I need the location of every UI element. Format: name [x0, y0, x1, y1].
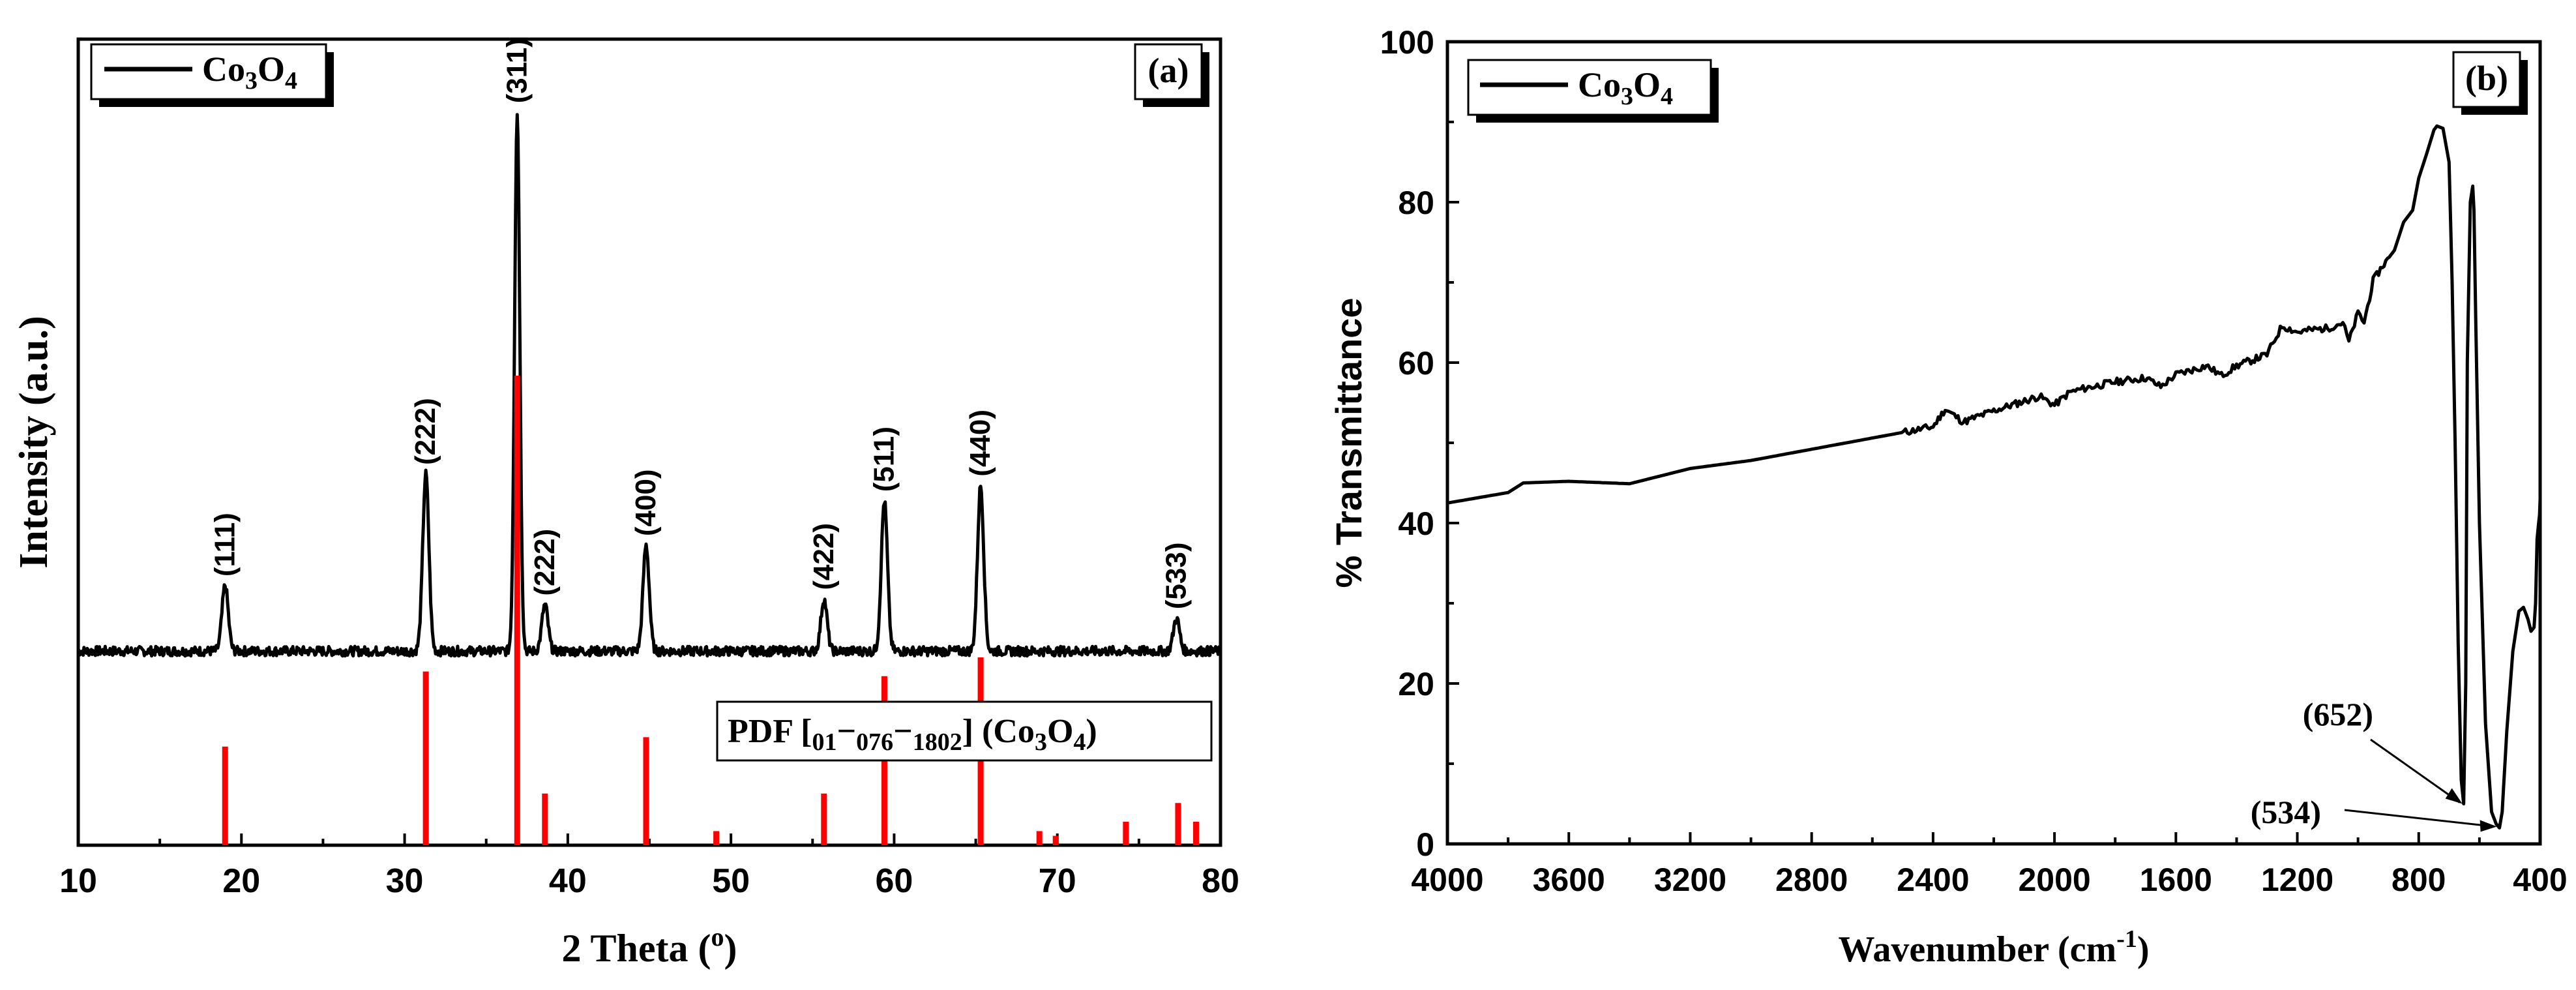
panel-a: 10 20 30 40 50 60 70 80 2 Theta (o) Intensity (a.…	[12, 37, 1239, 970]
x-tick-label: 20	[222, 862, 260, 900]
peak-label: (400)	[630, 469, 662, 536]
y-tick-label: 80	[1398, 185, 1434, 221]
annotation-arrow	[2370, 738, 2461, 803]
x-tick-label: 2000	[2018, 862, 2090, 898]
y-tick-label: 40	[1398, 505, 1434, 542]
legend-label: Co3O4	[202, 50, 297, 95]
x-tick-label: 80	[1202, 862, 1239, 900]
legend-box	[90, 43, 327, 100]
panel-b: 4000 3600 3200 2800 2400 2000 1600 1200 800 40002…	[1328, 24, 2568, 970]
xrd-series-line	[77, 113, 1222, 658]
y-tick-label: 100	[1380, 24, 1434, 61]
peak-label: (511)	[868, 427, 900, 492]
x-tick-label: 4000	[1411, 862, 1483, 898]
peak-label: (311)	[501, 38, 533, 103]
annotation-arrow	[2344, 809, 2495, 828]
x-tick-label: 3600	[1533, 862, 1605, 898]
x-tick-label: 60	[876, 862, 913, 900]
reference-label: PDF [01−076−1802] (Co3O4)	[728, 713, 1097, 756]
x-tick-label: 2800	[1775, 862, 1848, 898]
x-tick-label: 1200	[2261, 862, 2333, 898]
panel-label-box	[2452, 51, 2521, 108]
x-tick-label: 40	[549, 862, 587, 900]
x-tick-label: 30	[386, 862, 424, 900]
x-tick-label: 10	[59, 862, 97, 900]
x-axis-label: 2 Theta (o)	[562, 922, 737, 970]
panel-label: (b)	[2465, 59, 2508, 98]
y-tick-label: 0	[1416, 826, 1434, 863]
x-tick-label: 3200	[1654, 862, 1726, 898]
x-tick-label: 1600	[2140, 862, 2212, 898]
peak-label: (222)	[529, 529, 561, 596]
y-axis-label: Intensity (a.u.)	[12, 316, 56, 569]
x-axis-label: Wavenumber (cm-1)	[1838, 925, 2149, 970]
legend-label: Co3O4	[1578, 65, 1673, 110]
reference-label-box	[716, 700, 1213, 762]
legend-box	[1467, 59, 1712, 116]
annotation-arrowhead	[2445, 788, 2463, 804]
annotation-label: (534)	[2251, 794, 2321, 830]
y-tick-label: 20	[1398, 666, 1434, 702]
peak-label: (222)	[409, 398, 441, 465]
x-tick-label: 70	[1039, 862, 1076, 900]
peak-label: (440)	[964, 410, 996, 477]
peak-label: (111)	[209, 513, 241, 577]
annotation-label: (652)	[2303, 696, 2373, 732]
x-tick-label: 800	[2391, 862, 2446, 898]
ftir-series-line	[1447, 124, 2542, 830]
peak-label: (533)	[1160, 543, 1192, 610]
peak-label: (422)	[808, 523, 840, 590]
x-tick-label: 400	[2513, 862, 2567, 898]
y-tick-label: 60	[1398, 345, 1434, 382]
panel-label-box	[1134, 43, 1203, 100]
y-axis-label: % Transmittance	[1328, 297, 1369, 588]
x-tick-label: 50	[712, 862, 750, 900]
x-tick-label: 2400	[1897, 862, 1969, 898]
panel-label: (a)	[1148, 51, 1189, 90]
annotation-arrowhead	[2480, 820, 2497, 832]
